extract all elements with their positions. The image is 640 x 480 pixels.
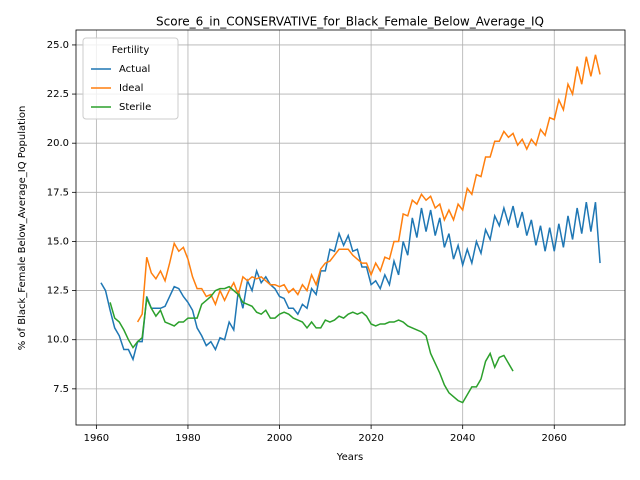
y-tick-label: 15.0 [47,236,69,247]
plot-frame [75,29,626,426]
y-tick-label: 10.0 [47,335,69,346]
series-line [109,285,514,404]
x-tick-label: 2020 [358,433,383,444]
y-tick-label: 17.5 [47,187,69,198]
x-tick-label: 1980 [175,433,200,444]
chart-title: Score_6_in_CONSERVATIVE_for_Black_Female… [156,15,544,29]
y-tick-label: 12.5 [47,286,69,297]
series-line [100,202,601,362]
y-tick-label: 25.0 [47,40,69,51]
x-axis-label: Years [336,452,363,463]
legend-label: Actual [119,64,150,75]
x-tick-label: 2040 [450,433,475,444]
y-tick-label: 20.0 [47,138,69,149]
legend-label: Ideal [119,83,143,94]
y-tick-label: 22.5 [47,89,69,100]
plot-lines [100,54,601,404]
legend-title: Fertility [112,45,150,56]
y-axis-label: % of Black_Female Below_Average_IQ Popul… [17,106,28,351]
y-tick-label: 7.5 [53,384,69,395]
x-tick-label: 2000 [267,433,292,444]
legend-box [82,37,179,120]
legend: Fertility Actual Ideal Sterile [82,37,179,120]
series-line [136,54,601,323]
x-tick-label: 2060 [542,433,567,444]
legend-label: Sterile [119,102,151,113]
x-tick-label: 1960 [84,433,109,444]
